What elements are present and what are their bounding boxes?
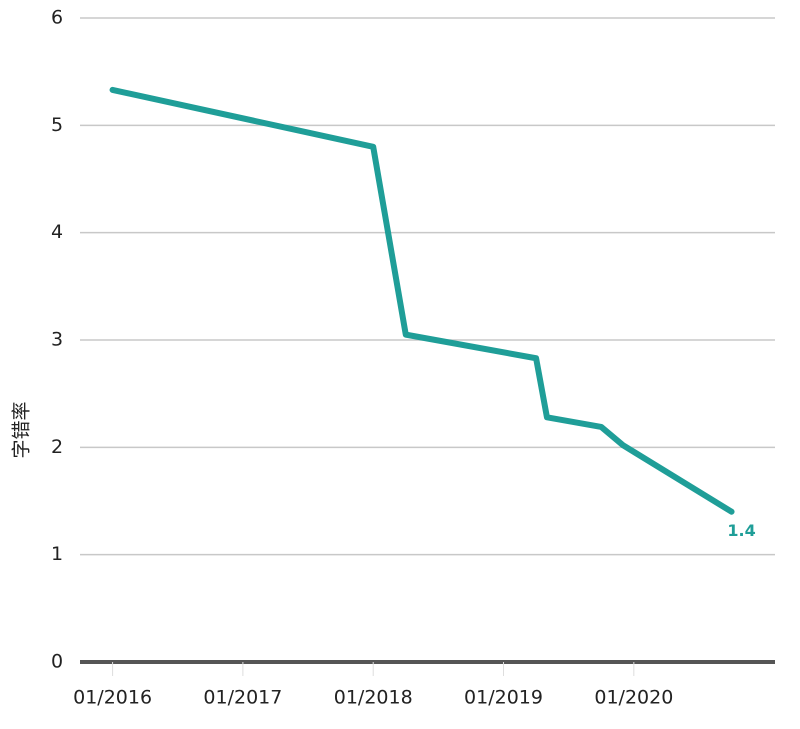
y-tick-label: 1 [51, 543, 63, 565]
y-tick-label: 4 [51, 221, 63, 243]
data-label: 1.4 [727, 521, 755, 540]
data-line [109, 86, 735, 515]
y-tick-label: 0 [51, 651, 63, 673]
y-tick-label: 3 [51, 329, 63, 351]
x-tick-label: 01/2018 [334, 687, 413, 709]
y-tick-label: 6 [51, 7, 63, 29]
x-tick-label: 01/2017 [203, 687, 282, 709]
x-tick-label: 01/2016 [73, 687, 152, 709]
y-tick-label: 5 [51, 114, 63, 136]
x-tick-label: 01/2019 [464, 687, 543, 709]
y-axis-label: 字错率 [11, 401, 33, 458]
y-tick-label: 2 [51, 436, 63, 458]
x-tick-label: 01/2020 [594, 687, 673, 709]
